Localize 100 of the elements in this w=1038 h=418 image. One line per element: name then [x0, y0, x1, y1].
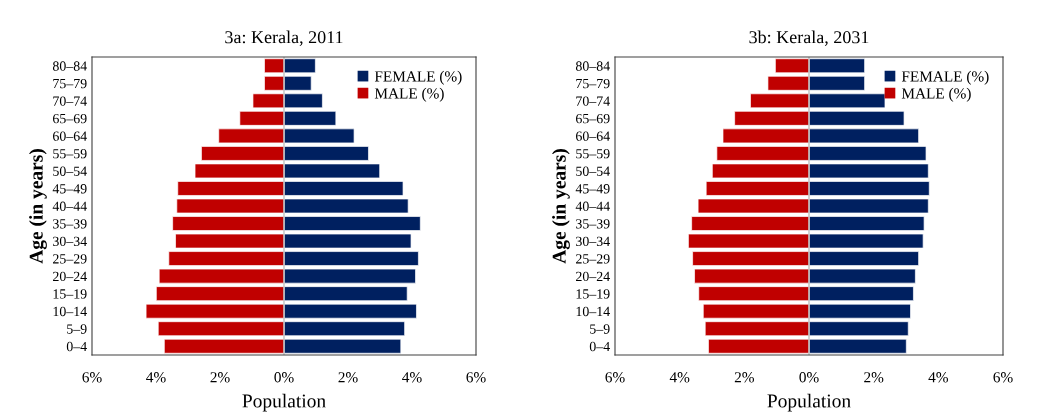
bar — [155, 286, 285, 302]
bar — [722, 128, 810, 144]
bar — [698, 286, 810, 302]
y-tick-label: 60–64 — [53, 131, 87, 141]
y-tick-label: 35–39 — [53, 219, 87, 229]
y-tick-label: 30–34 — [576, 236, 610, 247]
bar — [283, 128, 355, 144]
bar — [808, 233, 924, 249]
y-tick-label: 20–24 — [576, 271, 610, 282]
x-tick-label: 4% — [402, 372, 422, 383]
x-tick-label: 0% — [274, 372, 294, 383]
y-tick-label: 25–29 — [576, 254, 610, 264]
bar — [808, 128, 919, 144]
bar — [808, 338, 907, 354]
bar — [168, 251, 285, 266]
legend-label: FEMALE (%) — [374, 70, 462, 85]
x-axis-title: Population — [767, 393, 851, 412]
bar — [158, 268, 285, 284]
bar — [283, 75, 312, 91]
bar — [734, 110, 810, 126]
bar — [264, 75, 285, 91]
y-tick-label: 40–44 — [575, 201, 610, 211]
y-tick-label: 40–44 — [52, 201, 87, 211]
y-tick-label: 15–19 — [576, 289, 610, 299]
bar — [283, 93, 323, 109]
y-tick-label: 80–84 — [52, 61, 87, 71]
bar — [688, 233, 810, 249]
bar — [808, 93, 886, 109]
x-tick-label: 2% — [734, 372, 754, 383]
y-tick-label: 0–4 — [66, 341, 87, 352]
x-tick-label: 4% — [928, 372, 948, 383]
bar — [283, 198, 409, 214]
legend-label: MALE (%) — [374, 87, 444, 102]
bar — [694, 268, 810, 284]
y-axis-title: Age (in years) — [29, 149, 47, 264]
y-tick-label: 55–59 — [576, 149, 610, 159]
bar — [767, 75, 810, 91]
x-tick-label: 4% — [146, 372, 166, 383]
bar — [145, 303, 285, 319]
bar — [691, 216, 810, 231]
y-tick-label: 50–54 — [53, 166, 87, 176]
y-tick-label: 5–9 — [590, 324, 610, 334]
bar — [750, 93, 810, 109]
bar — [283, 233, 412, 249]
y-tick-label: 10–14 — [576, 306, 610, 317]
bar — [705, 181, 810, 196]
bar — [283, 163, 381, 179]
bar — [702, 303, 810, 319]
y-axis-title: Age (in years) — [552, 149, 570, 264]
bar — [283, 268, 416, 284]
bar — [264, 58, 285, 74]
chart-title: 3a: Kerala, 2011 — [225, 30, 343, 46]
bar — [808, 146, 927, 161]
bar — [176, 198, 285, 214]
y-tick-label: 20–24 — [53, 271, 87, 282]
y-tick-label: 30–34 — [53, 236, 87, 247]
bar — [283, 146, 369, 161]
y-tick-label: 65–69 — [53, 113, 87, 124]
y-tick-label: 25–29 — [53, 254, 87, 264]
bar — [177, 181, 285, 196]
bar — [172, 216, 285, 231]
bar — [201, 146, 285, 161]
y-tick-label: 60–64 — [576, 131, 610, 141]
bar — [808, 286, 914, 302]
bar — [283, 110, 337, 126]
y-tick-label: 70–74 — [576, 96, 610, 106]
chart-title: 3b: Kerala, 2031 — [749, 30, 869, 46]
x-tick-label: 6% — [82, 372, 102, 383]
x-tick-label: 0% — [799, 372, 819, 383]
bar — [808, 321, 909, 337]
x-tick-label: 2% — [338, 372, 358, 383]
bar — [704, 321, 810, 337]
bar — [708, 338, 810, 354]
x-tick-label: 2% — [210, 372, 230, 383]
bar — [283, 321, 405, 337]
y-tick-label: 10–14 — [53, 306, 87, 317]
y-tick-label: 45–49 — [575, 184, 610, 194]
bar — [697, 198, 810, 214]
legend-label: MALE (%) — [901, 87, 971, 102]
y-tick-label: 5–9 — [67, 324, 87, 334]
bar — [808, 251, 919, 266]
bar — [252, 93, 285, 109]
x-axis-title: Population — [242, 393, 326, 412]
bar — [157, 321, 285, 337]
bar — [711, 163, 810, 179]
bar — [218, 128, 285, 144]
y-tick-label: 55–59 — [53, 149, 87, 159]
x-tick-label: 6% — [605, 372, 625, 383]
y-tick-label: 75–79 — [576, 78, 610, 89]
bar — [716, 146, 810, 161]
bar — [239, 110, 285, 126]
y-tick-label: 35–39 — [576, 219, 610, 229]
bar — [692, 251, 810, 266]
y-tick-label: 80–84 — [575, 61, 610, 71]
legend-label: FEMALE (%) — [901, 70, 989, 85]
bar — [808, 216, 925, 231]
y-tick-label: 0–4 — [589, 341, 610, 352]
bar — [775, 58, 810, 74]
x-tick-label: 6% — [466, 372, 486, 383]
bar — [283, 58, 316, 74]
